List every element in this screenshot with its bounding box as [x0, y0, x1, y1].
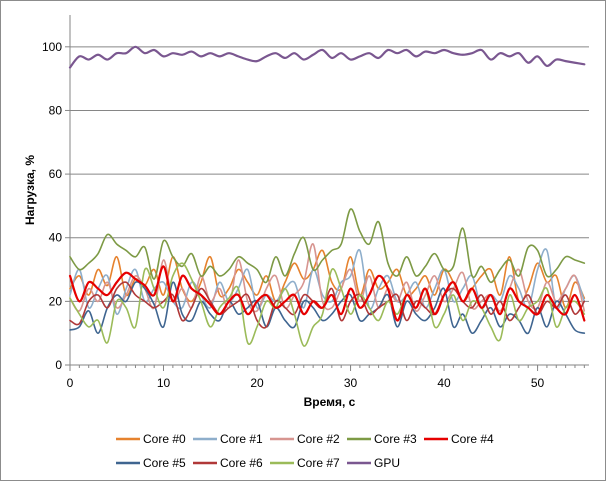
legend-item-core-1: Core #1 — [193, 432, 263, 446]
tick-labels: 0 20 40 60 80 100 0 10 20 30 40 50 — [42, 40, 545, 390]
series-line-core-5 — [69, 280, 586, 335]
legend-label: GPU — [374, 456, 400, 470]
legend-item-core-7: Core #7 — [270, 456, 340, 470]
y-tick-label: 60 — [49, 167, 63, 181]
series-line-core-4 — [68, 265, 586, 322]
series-line-core-3 — [69, 208, 586, 284]
legend-item-core-5: Core #5 — [116, 456, 186, 470]
y-tick-label: 80 — [49, 103, 63, 117]
legend-label: Core #6 — [220, 456, 263, 470]
x-tick-label: 0 — [67, 376, 74, 390]
legend-item-core-3: Core #3 — [347, 432, 417, 446]
x-tick-label: 50 — [531, 376, 545, 390]
series-line-core-6 — [69, 281, 586, 329]
y-tick-label: 100 — [42, 40, 62, 54]
legend-label: Core #7 — [297, 456, 340, 470]
series-layer — [68, 45, 586, 347]
legend-label: Core #5 — [143, 456, 186, 470]
gridlines — [70, 46, 589, 302]
legend: Core #0 Core #1 Core #2 Core #3 Core #4 Core … — [116, 432, 494, 470]
series-line-core-0 — [69, 249, 586, 309]
y-tick-label: 0 — [55, 358, 62, 372]
x-axis-title: Время, с — [304, 395, 356, 409]
legend-label: Core #4 — [451, 432, 494, 446]
legend-item-core-4: Core #4 — [424, 432, 494, 446]
series-line-core-7 — [69, 262, 586, 347]
legend-label: Core #0 — [143, 432, 186, 446]
legend-label: Core #1 — [220, 432, 263, 446]
x-tick-label: 40 — [437, 376, 451, 390]
legend-label: Core #3 — [374, 432, 417, 446]
x-tick-label: 10 — [157, 376, 171, 390]
legend-item-core-6: Core #6 — [193, 456, 263, 470]
y-tick-label: 40 — [49, 231, 63, 245]
series-line-gpu — [68, 45, 586, 69]
legend-item-core-2: Core #2 — [270, 432, 340, 446]
y-tick-label: 20 — [49, 294, 63, 308]
x-tick-label: 30 — [344, 376, 358, 390]
x-tick-label: 20 — [250, 376, 264, 390]
axes — [65, 15, 589, 371]
legend-label: Core #2 — [297, 432, 340, 446]
y-axis-title: Нагрузка, % — [23, 155, 37, 225]
legend-item-gpu: GPU — [347, 456, 400, 470]
legend-item-core-0: Core #0 — [116, 432, 186, 446]
